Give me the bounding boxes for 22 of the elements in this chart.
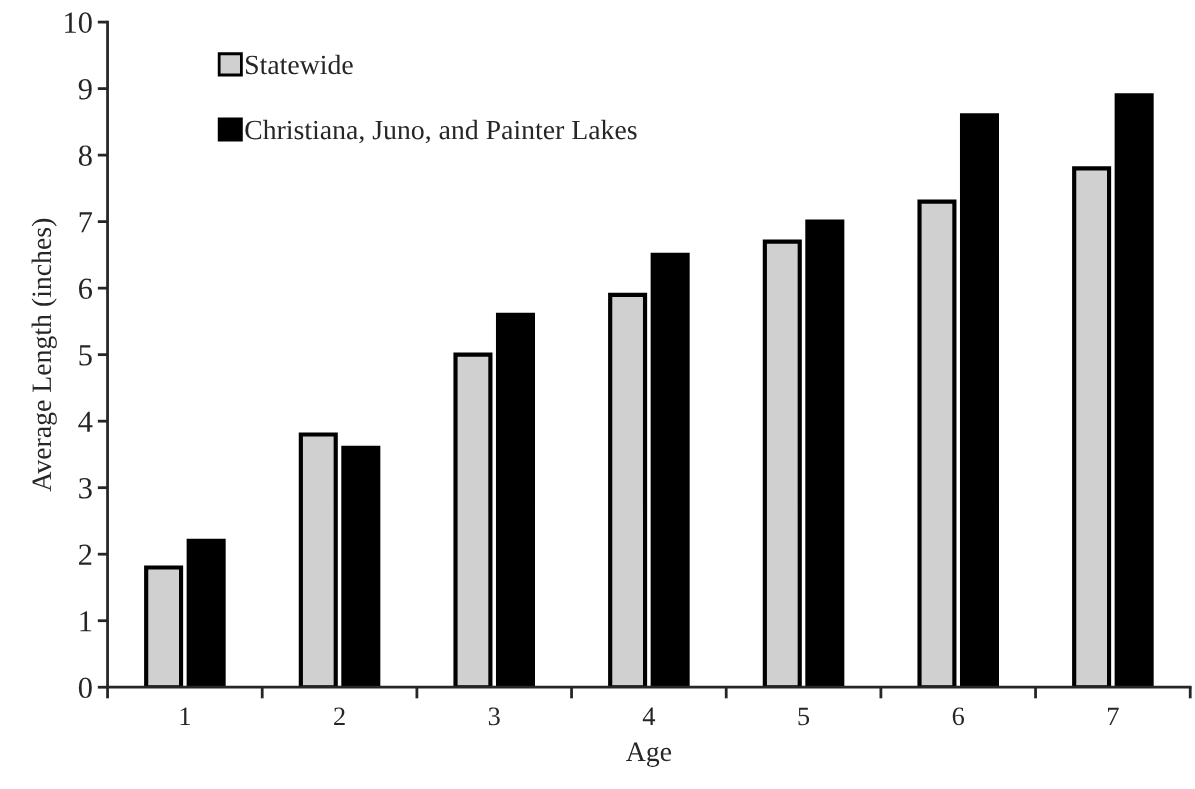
y-tick-label: 7 xyxy=(79,212,93,233)
legend-label: Statewide xyxy=(246,54,353,75)
y-axis-title: Average Length (inches) xyxy=(31,218,57,492)
x-tick-label: 7 xyxy=(1108,707,1119,725)
y-tick-label: 0 xyxy=(78,677,92,699)
y-tick-label: 10 xyxy=(65,12,92,33)
y-tick-label: 5 xyxy=(79,345,92,366)
y-tick-label: 4 xyxy=(78,411,93,432)
legend-label: Christiana, Juno, and Painter Lakes xyxy=(245,119,637,144)
x-tick-label: 1 xyxy=(180,707,190,725)
y-tick-label: 6 xyxy=(79,278,93,300)
y-tick-label: 9 xyxy=(78,78,92,100)
x-tick-label: 6 xyxy=(952,707,965,726)
y-tick-label: 3 xyxy=(79,478,92,499)
y-tick-label: 8 xyxy=(78,145,92,167)
x-axis-title: Age xyxy=(626,742,672,767)
x-tick-label: 5 xyxy=(798,707,810,726)
y-tick-label: 2 xyxy=(79,544,92,565)
x-tick-label: 3 xyxy=(488,707,500,726)
x-tick-label: 2 xyxy=(334,707,345,725)
y-tick-label: 1 xyxy=(80,611,92,632)
x-tick-label: 4 xyxy=(642,707,656,725)
